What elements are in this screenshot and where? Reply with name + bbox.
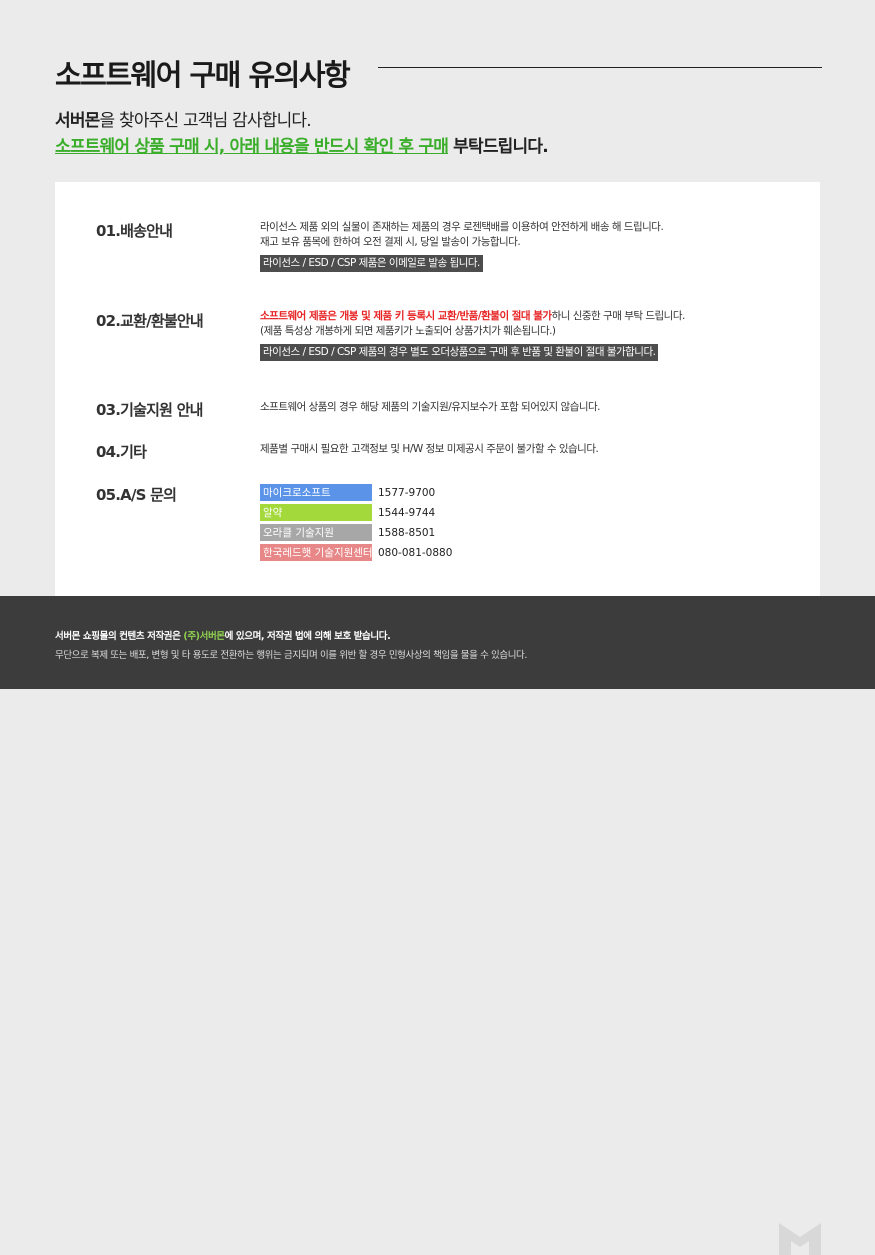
as-vendor-badge: 알약: [260, 504, 372, 521]
copyright-text: 서버몬 쇼핑몰의 컨텐츠 저작권은: [55, 631, 184, 642]
text-line: (제품 특성상 개봉하게 되면 제품키가 노출되어 상품가치가 훼손됩니다.): [260, 325, 556, 337]
section-label-refund: 02.교환/환불안내: [96, 312, 204, 330]
title-divider: [378, 67, 822, 68]
as-phone: 1544-9744: [378, 507, 436, 519]
section-label-etc: 04.기타: [96, 443, 147, 461]
as-phone: 080-081-0880: [378, 547, 453, 559]
footer: 서버몬 쇼핑몰의 컨텐츠 저작권은 (주)서버몬에 있으며, 저작권 법에 의해…: [0, 596, 875, 1255]
notice-text: 부탁드립니다.: [448, 137, 549, 157]
shipping-tag: 라이선스 / ESD / CSP 제품은 이메일로 발송 됩니다.: [260, 255, 483, 272]
as-vendor-badge: 마이크로소프트: [260, 484, 372, 501]
copyright-brand: (주)서버몬: [183, 631, 225, 642]
section-label-tech-support: 03.기술지원 안내: [96, 401, 203, 419]
copyright-line: 서버몬 쇼핑몰의 컨텐츠 저작권은 (주)서버몬에 있으며, 저작권 법에 의해…: [55, 628, 391, 642]
as-vendor-badge: 한국레드햇 기술지원센터: [260, 544, 373, 561]
shipping-text: 라이선스 제품 외의 실물이 존재하는 제품의 경우 로젠택배를 이용하여 안전…: [260, 220, 664, 272]
as-contact-row: 오라클 기술지원 1588-8501: [260, 524, 435, 541]
greeting-text: 을 찾아주신 고객님 감사합니다.: [99, 111, 312, 131]
as-contact-row: 마이크로소프트 1577-9700: [260, 484, 435, 501]
refund-tag: 라이선스 / ESD / CSP 제품의 경우 별도 오더상품으로 구매 후 반…: [260, 344, 659, 361]
greeting: 서버몬을 찾아주신 고객님 감사합니다.: [55, 106, 312, 131]
page-title: 소프트웨어 구매 유의사항: [55, 58, 351, 92]
section-label-as: 05.A/S 문의: [96, 486, 177, 504]
etc-text: 제품별 구매시 필요한 고객정보 및 H/W 정보 미제공시 주문이 불가할 수…: [260, 443, 599, 455]
refund-warning: 소프트웨어 제품은 개봉 및 제품 키 등록시 교환/반품/환불이 절대 불가: [260, 310, 552, 322]
servermon-logo-icon: [779, 1223, 821, 1255]
section-label-shipping: 01.배송안내: [96, 222, 173, 240]
as-contact-row: 한국레드햇 기술지원센터 080-081-0880: [260, 544, 452, 561]
tech-support-text: 소프트웨어 상품의 경우 해당 제품의 기술지원/유지보수가 포함 되어있지 않…: [260, 401, 601, 413]
as-contact-row: 알약 1544-9744: [260, 504, 435, 521]
refund-text: 소프트웨어 제품은 개봉 및 제품 키 등록시 교환/반품/환불이 절대 불가하…: [260, 309, 685, 361]
text-line: 라이선스 제품 외의 실물이 존재하는 제품의 경우 로젠택배를 이용하여 안전…: [260, 221, 664, 233]
brand-name: 서버몬: [55, 111, 100, 131]
copyright-text: 에 있으며, 저작권 법에 의해 보호 받습니다.: [224, 631, 391, 642]
text-line: 하니 신중한 구매 부탁 드립니다.: [551, 310, 686, 322]
as-phone: 1588-8501: [378, 527, 436, 539]
as-phone: 1577-9700: [378, 487, 436, 499]
notice: 소프트웨어 상품 구매 시, 아래 내용을 반드시 확인 후 구매 부탁드립니다…: [55, 132, 549, 157]
as-vendor-badge: 오라클 기술지원: [260, 524, 372, 541]
copyright-warning: 무단으로 복제 또는 배포, 변형 및 타 용도로 전환하는 행위는 금지되며 …: [55, 650, 528, 661]
content-card: [55, 182, 820, 596]
notice-highlight: 소프트웨어 상품 구매 시, 아래 내용을 반드시 확인 후 구매: [55, 137, 449, 157]
text-line: 재고 보유 품목에 한하여 오전 결제 시, 당일 발송이 가능합니다.: [260, 236, 521, 248]
